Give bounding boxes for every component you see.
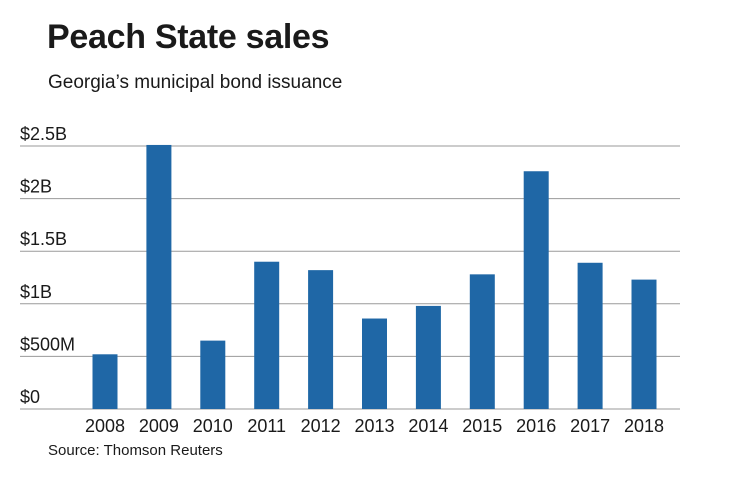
x-axis-ticks: 2008 2009 2010 2011 2012 2013 2014 2015 2016 2017…	[85, 416, 664, 436]
x-tick-label: 2010	[193, 416, 233, 436]
bar-2009	[146, 144, 172, 409]
bar-2008	[92, 354, 118, 409]
x-tick-label: 2008	[85, 416, 125, 436]
chart-title: Peach State sales	[47, 18, 330, 56]
x-tick-label: 2014	[408, 416, 448, 436]
bar-2011	[254, 261, 280, 409]
x-tick-label: 2009	[139, 416, 179, 436]
bar-2012	[308, 270, 334, 409]
bars	[92, 144, 657, 409]
y-tick-label: $0	[20, 387, 40, 407]
y-tick-label: $500M	[20, 334, 75, 354]
y-axis-ticks: $0 $500M $1B $1.5B $2B $2.5B	[20, 124, 75, 407]
x-tick-label: 2015	[462, 416, 502, 436]
y-tick-label: $2.5B	[20, 124, 67, 144]
y-tick-label: $1B	[20, 282, 52, 302]
chart-subtitle: Georgia’s municipal bond issuance	[48, 72, 343, 93]
bar-2018	[631, 279, 657, 409]
x-tick-label: 2013	[354, 416, 394, 436]
bar-2015	[469, 274, 495, 409]
source-note: Source: Thomson Reuters	[48, 442, 223, 459]
x-tick-label: 2011	[247, 416, 286, 436]
x-tick-label: 2016	[516, 416, 556, 436]
bar-2016	[523, 171, 549, 409]
bar-2014	[415, 305, 441, 409]
bar-2013	[362, 318, 387, 409]
y-tick-label: $1.5B	[20, 229, 67, 249]
y-tick-label: $2B	[20, 177, 52, 197]
x-tick-label: 2017	[570, 416, 610, 436]
bar-2017	[577, 262, 603, 409]
x-tick-label: 2012	[301, 416, 341, 436]
gridlines	[20, 145, 680, 410]
x-tick-label: 2018	[624, 416, 664, 436]
bar-2010	[200, 340, 226, 409]
